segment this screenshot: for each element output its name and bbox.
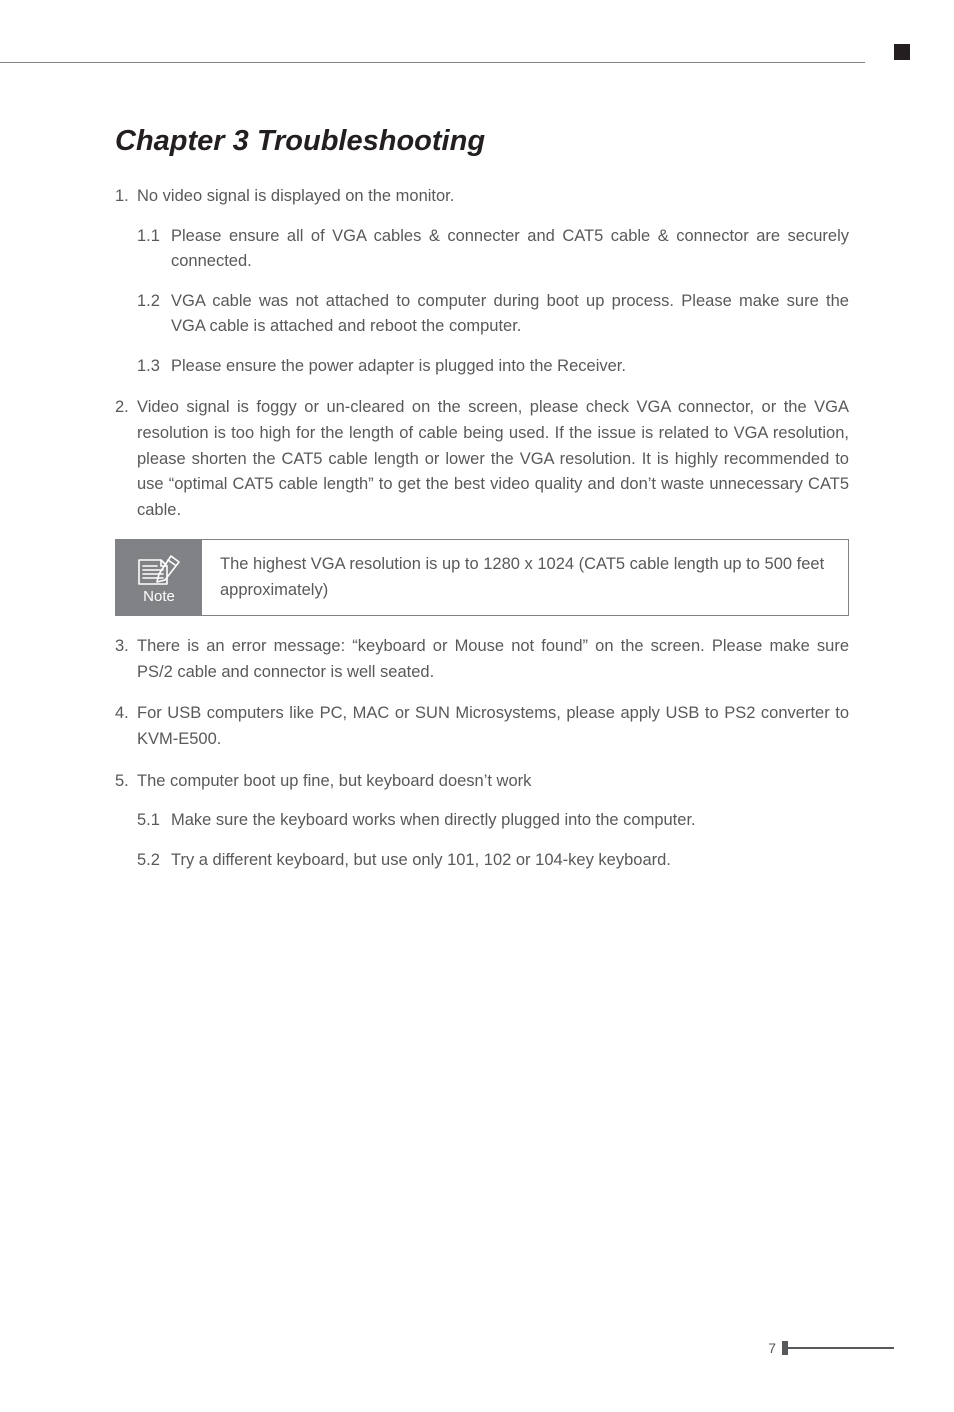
item-number: 2. <box>115 395 137 523</box>
sub-item-number: 1.1 <box>137 224 171 275</box>
note-text: The highest VGA resolution is up to 1280… <box>202 540 848 615</box>
item-text: No video signal is displayed on the moni… <box>137 184 849 210</box>
item-text: For USB computers like PC, MAC or SUN Mi… <box>137 701 849 752</box>
sub-item-number: 1.3 <box>137 354 171 380</box>
list-item: 2.Video signal is foggy or un-cleared on… <box>115 395 849 523</box>
sub-list-item: 1.3Please ensure the power adapter is pl… <box>137 354 849 380</box>
note-box: Note The highest VGA resolution is up to… <box>115 539 849 616</box>
chapter-title: Chapter 3 Troubleshooting <box>115 125 849 158</box>
item-text: There is an error message: “keyboard or … <box>137 634 849 685</box>
note-pencil-icon <box>135 552 183 586</box>
sub-list-item: 1.2VGA cable was not attached to compute… <box>137 289 849 340</box>
note-text-content: The highest VGA resolution is up to 1280… <box>220 552 830 603</box>
item-number: 5. <box>115 769 137 795</box>
sub-item-number: 1.2 <box>137 289 171 340</box>
item-number: 1. <box>115 184 137 210</box>
list-item: 1.No video signal is displayed on the mo… <box>115 184 849 379</box>
page-number: 7 <box>768 1340 776 1356</box>
list-item: 3.There is an error message: “keyboard o… <box>115 634 849 685</box>
footer-rule <box>788 1347 894 1349</box>
sub-item-text: Try a different keyboard, but use only 1… <box>171 848 849 874</box>
crop-mark-icon <box>894 44 910 60</box>
sub-list-item: 5.1Make sure the keyboard works when dir… <box>137 808 849 834</box>
list-item: 5.The computer boot up fine, but keyboar… <box>115 769 849 874</box>
item-number: 4. <box>115 701 137 752</box>
list-item: 4.For USB computers like PC, MAC or SUN … <box>115 701 849 752</box>
sub-item-text: Please ensure the power adapter is plugg… <box>171 354 849 380</box>
note-label: Note <box>143 588 175 605</box>
item-text: The computer boot up fine, but keyboard … <box>137 769 849 795</box>
item-number: 3. <box>115 634 137 685</box>
sub-item-text: Make sure the keyboard works when direct… <box>171 808 849 834</box>
sub-item-number: 5.1 <box>137 808 171 834</box>
item-text: Video signal is foggy or un-cleared on t… <box>137 395 849 523</box>
sub-item-text: VGA cable was not attached to computer d… <box>171 289 849 340</box>
note-icon-cell: Note <box>116 540 202 615</box>
page-footer: 7 <box>768 1340 894 1356</box>
header-rule <box>0 62 865 63</box>
sub-list-item: 5.2Try a different keyboard, but use onl… <box>137 848 849 874</box>
sub-item-number: 5.2 <box>137 848 171 874</box>
sub-list-item: 1.1Please ensure all of VGA cables & con… <box>137 224 849 275</box>
sub-item-text: Please ensure all of VGA cables & connec… <box>171 224 849 275</box>
